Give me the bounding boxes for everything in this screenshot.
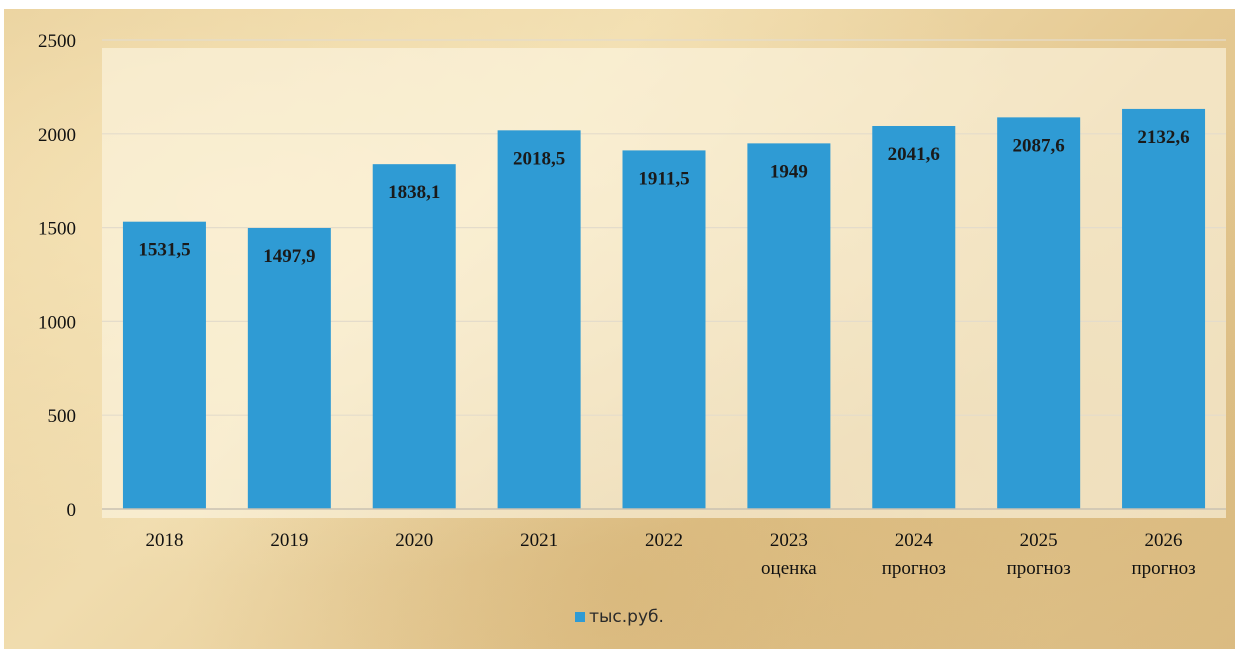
legend-swatch: [575, 612, 586, 622]
bar: [1122, 108, 1206, 509]
data-label: 1531,5: [138, 240, 190, 261]
x-tick-label: 2023: [770, 530, 808, 551]
y-tick-label: 1000: [38, 312, 76, 333]
bars: 1531,5 1497,9 1838,1 2018,5 1911,5 1949 2041,6…: [122, 108, 1206, 510]
x-tick-label: 2018: [145, 530, 183, 551]
x-tick-label: 2025: [1020, 530, 1058, 551]
data-label: 1949: [770, 161, 808, 182]
x-tick-label: 2020: [395, 530, 433, 551]
y-tick-label: 2500: [38, 31, 76, 52]
x-tick-label: прогноз: [1131, 558, 1195, 579]
bar: [622, 150, 706, 510]
data-label: 1838,1: [388, 182, 440, 203]
bar: [247, 227, 331, 509]
y-axis: 0 500 1000 1500 2000 2500: [38, 31, 76, 521]
x-tick-label: 2024: [895, 530, 934, 551]
bar: [122, 221, 206, 509]
y-tick-label: 1500: [38, 219, 76, 240]
data-label: 1911,5: [638, 168, 689, 189]
data-label: 1497,9: [263, 246, 315, 267]
data-label: 2041,6: [888, 144, 940, 165]
bar: [747, 143, 831, 509]
x-axis: 2018 2019 2020 2021 2022 2023 оценка 2024 прогно…: [102, 508, 1226, 579]
bar: [997, 117, 1081, 509]
x-tick-label: прогноз: [882, 558, 946, 579]
x-tick-label: оценка: [761, 558, 817, 579]
legend: тыс.руб.: [0, 607, 1239, 627]
x-tick-label: 2019: [270, 530, 308, 551]
x-tick-label: прогноз: [1007, 558, 1071, 579]
bar: [372, 164, 456, 510]
y-tick-label: 0: [67, 500, 77, 521]
bar: [497, 130, 581, 509]
x-tick-label: 2026: [1145, 530, 1183, 551]
data-label: 2132,6: [1137, 127, 1189, 148]
bar: [872, 125, 956, 509]
y-tick-label: 2000: [38, 125, 76, 146]
y-tick-label: 500: [48, 406, 77, 427]
x-tick-label: 2022: [645, 530, 683, 551]
x-tick-label: 2021: [520, 530, 558, 551]
data-label: 2018,5: [513, 148, 565, 169]
legend-label: тыс.руб.: [589, 607, 664, 627]
data-label: 2087,6: [1013, 135, 1065, 156]
